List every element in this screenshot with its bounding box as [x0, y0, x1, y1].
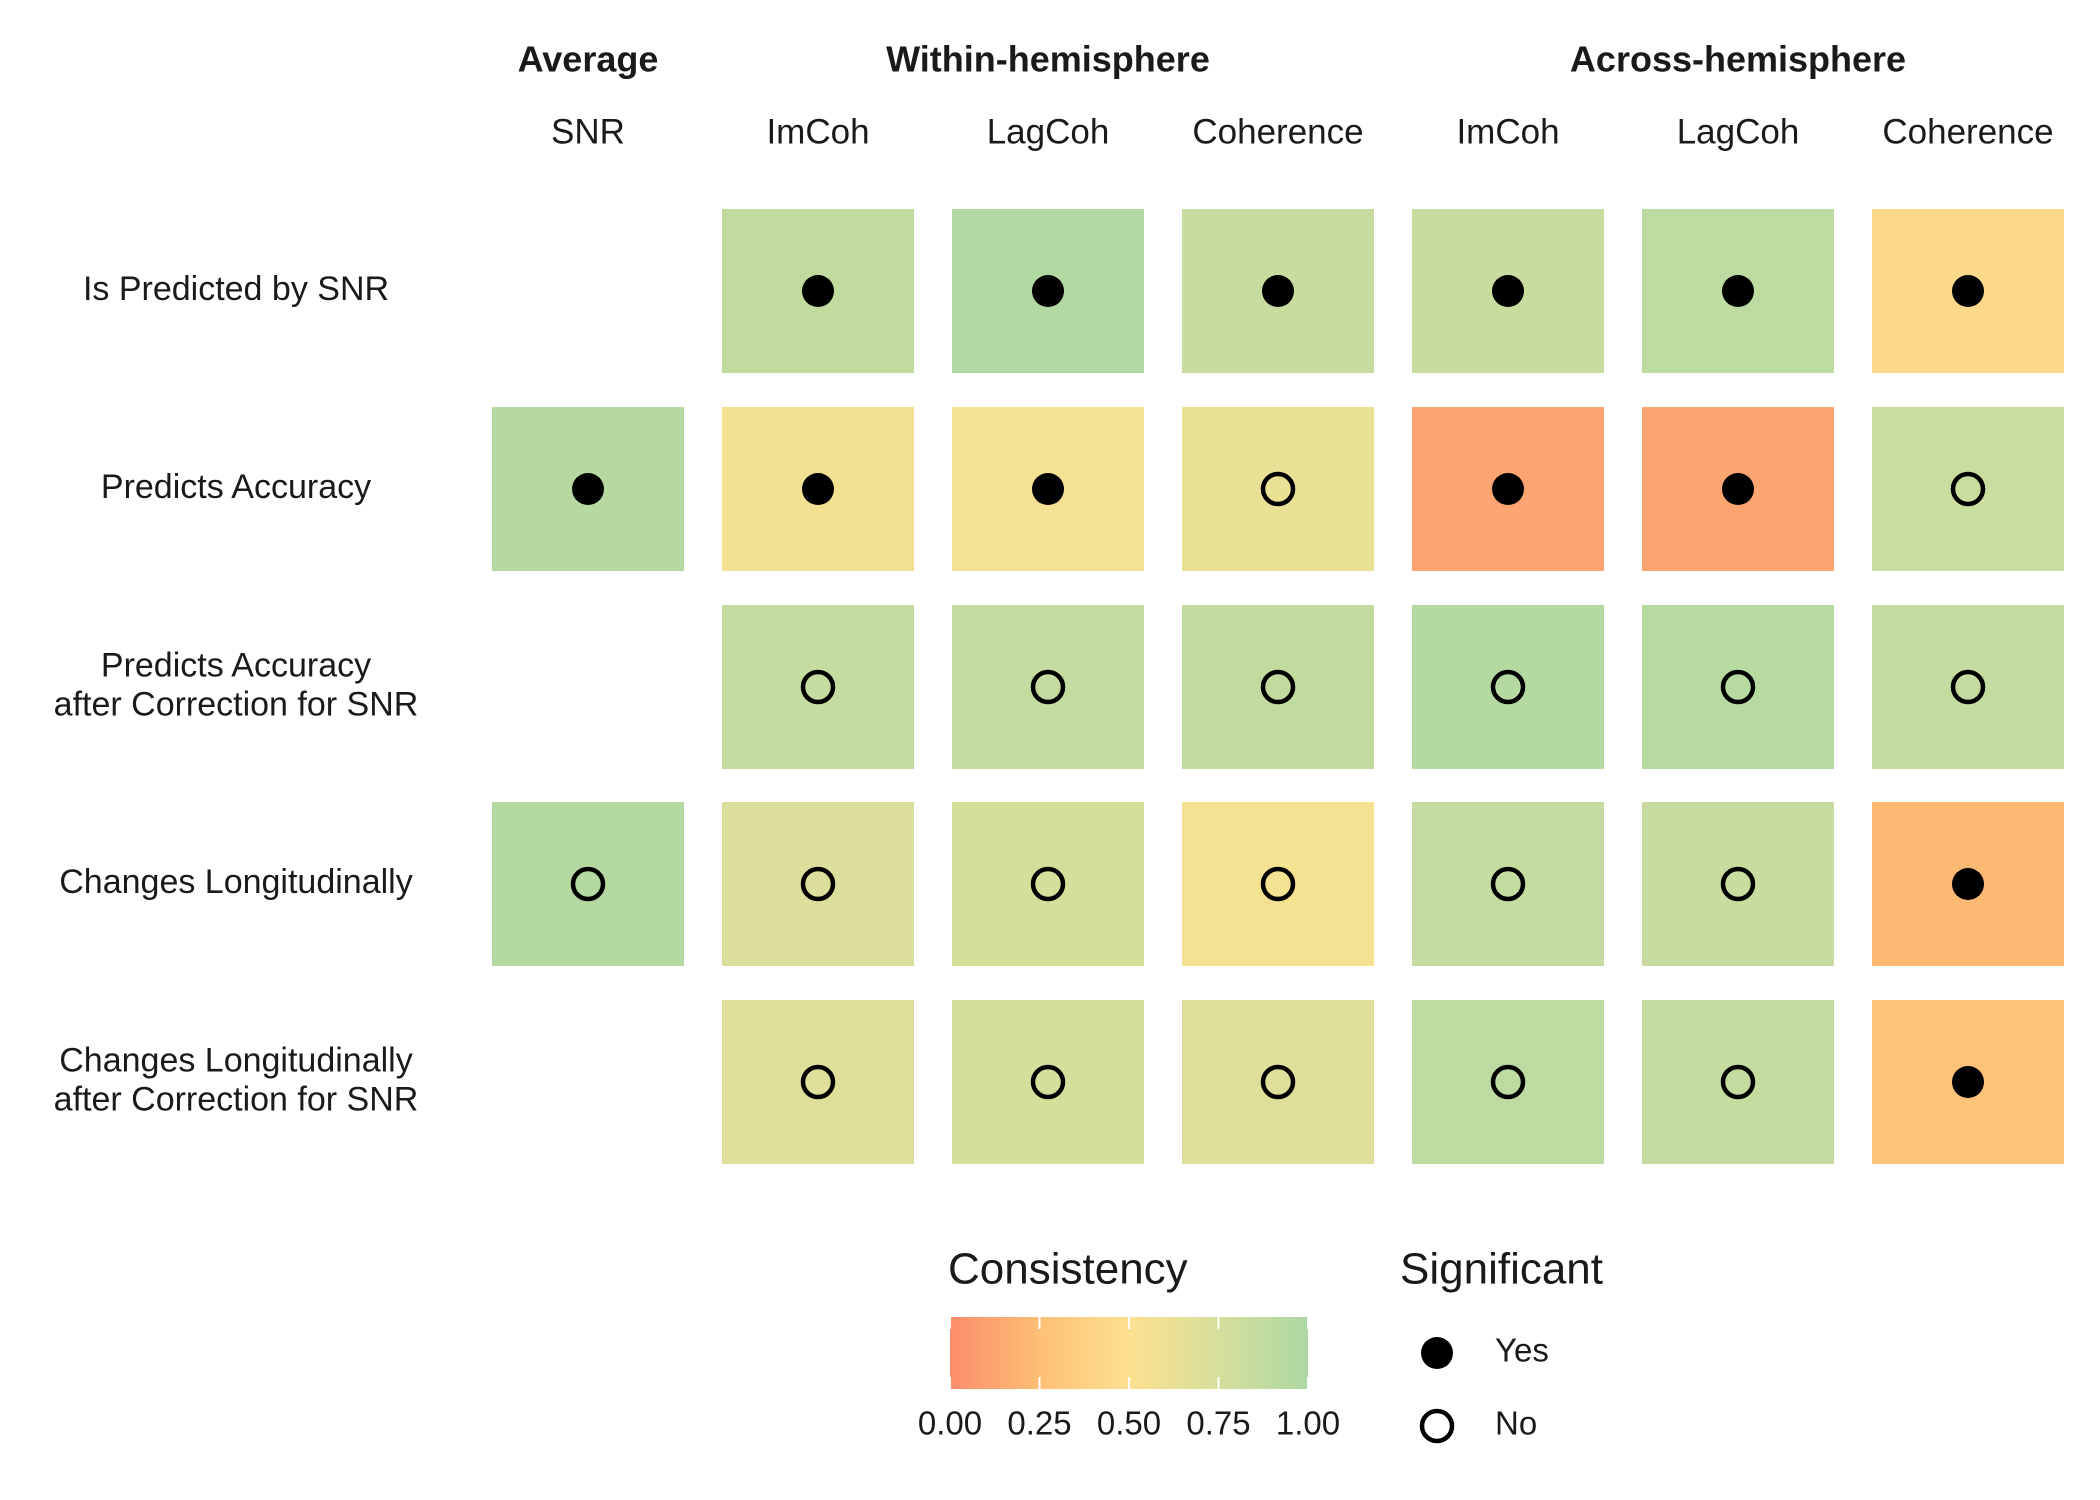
significant-no-marker: [1950, 669, 1986, 705]
heatmap-cell: [1412, 1000, 1604, 1164]
significant-no-marker: [800, 866, 836, 902]
row-label: Changes Longitudinally: [59, 863, 412, 901]
column-label: ImCoh: [766, 112, 869, 151]
heatmap-cell: [1872, 407, 2064, 571]
significant-yes-marker: [1952, 275, 1984, 307]
heatmap-cell: [1182, 1000, 1374, 1164]
color-bar-tick-label: 1.00: [1276, 1405, 1340, 1442]
heatmap-cell: [1642, 802, 1834, 966]
significant-no-marker: [1030, 669, 1066, 705]
column-headers: Average SNR Within-hemisphere ImCoh LagCoh Co…: [518, 39, 2054, 152]
significant-no-marker: [1030, 866, 1066, 902]
significant-yes-marker: [572, 473, 604, 505]
heatmap-cell: [1182, 802, 1374, 966]
row-label: after Correction for SNR: [54, 1080, 419, 1118]
significant-yes-marker: [1492, 473, 1524, 505]
significant-no-marker: [1260, 669, 1296, 705]
significant-yes-marker: [802, 275, 834, 307]
shape-legend-title: Significant: [1400, 1245, 1603, 1294]
significant-no-marker: [1260, 866, 1296, 902]
column-label: ImCoh: [1456, 112, 1559, 151]
significant-no-marker: [1720, 866, 1756, 902]
row-labels: Is Predicted by SNR Predicts Accuracy Pred…: [54, 270, 419, 1119]
heatmap-cell: [952, 802, 1144, 966]
row-label: after Correction for SNR: [54, 685, 419, 723]
row-label: Predicts Accuracy: [101, 646, 371, 684]
significant-yes-marker: [1952, 1066, 1984, 1098]
heatmap-cell: [952, 1000, 1144, 1164]
color-bar-tick-label: 0.75: [1186, 1405, 1250, 1442]
column-label: LagCoh: [987, 112, 1110, 151]
significant-yes-marker: [1722, 275, 1754, 307]
significant-no-marker: [1720, 1064, 1756, 1100]
significant-yes-marker: [1262, 275, 1294, 307]
significant-yes-marker: [1952, 868, 1984, 900]
significant-no-marker: [1260, 471, 1296, 507]
column-label: Coherence: [1882, 112, 2053, 151]
row-label: Predicts Accuracy: [101, 468, 371, 506]
heatmap-cell: [722, 605, 914, 769]
color-legend-title: Consistency: [948, 1245, 1188, 1294]
significant-no-marker: [1490, 1064, 1526, 1100]
column-label: Coherence: [1192, 112, 1363, 151]
significant-yes-marker: [802, 473, 834, 505]
heatmap-cell: [722, 802, 914, 966]
significant-yes-marker: [1032, 275, 1064, 307]
heatmap-cell: [1182, 605, 1374, 769]
legend-yes-marker: [1421, 1337, 1453, 1369]
significant-no-marker: [1490, 669, 1526, 705]
significant-no-marker: [1950, 471, 1986, 507]
heatmap-cell: [1412, 605, 1604, 769]
heatmap-cell: [1872, 605, 2064, 769]
heatmap-cell: [722, 1000, 914, 1164]
color-bar-tick-label: 0.50: [1097, 1405, 1161, 1442]
legend-no-marker: [1419, 1408, 1455, 1444]
heatmap-cell: [1642, 1000, 1834, 1164]
heatmap-cell: [492, 802, 684, 966]
significant-no-marker: [570, 866, 606, 902]
shape-legend-label: Yes: [1495, 1332, 1549, 1369]
significant-yes-marker: [1492, 275, 1524, 307]
column-group-label: Across-hemisphere: [1570, 39, 1906, 80]
significant-no-marker: [800, 1064, 836, 1100]
heatmap-cells: [492, 209, 2064, 1164]
legends: Consistency 0.00 0.25 0.50 0.75 1.00 Significa…: [918, 1245, 1603, 1444]
column-label: SNR: [551, 112, 625, 151]
column-group-label: Within-hemisphere: [886, 39, 1210, 80]
significant-no-marker: [800, 669, 836, 705]
column-group-label: Average: [518, 39, 659, 80]
significant-no-marker: [1720, 669, 1756, 705]
color-bar-tick-label: 0.00: [918, 1405, 982, 1442]
heatmap-cell: [952, 605, 1144, 769]
shape-legend-label: No: [1495, 1405, 1537, 1442]
significant-yes-marker: [1722, 473, 1754, 505]
heatmap-cell: [1182, 407, 1374, 571]
heatmap-cell: [1642, 605, 1834, 769]
row-label: Changes Longitudinally: [59, 1041, 412, 1079]
row-label: Is Predicted by SNR: [83, 270, 389, 308]
significant-no-marker: [1030, 1064, 1066, 1100]
heatmap-cell: [1412, 802, 1604, 966]
significant-no-marker: [1490, 866, 1526, 902]
significant-yes-marker: [1032, 473, 1064, 505]
significant-no-marker: [1260, 1064, 1296, 1100]
color-bar-tick-label: 0.25: [1007, 1405, 1071, 1442]
column-label: LagCoh: [1677, 112, 1800, 151]
